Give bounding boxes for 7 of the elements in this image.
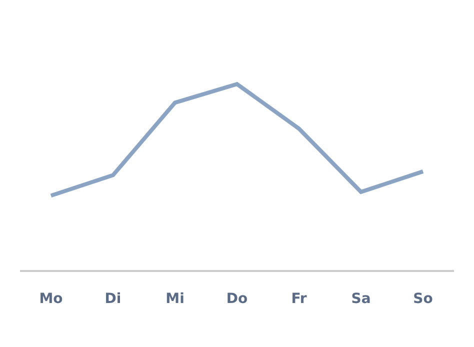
x-tick-label: Sa: [351, 290, 371, 307]
x-tick-label: Mo: [39, 290, 64, 307]
x-tick-label: Mi: [166, 290, 184, 307]
x-tick-label: So: [413, 290, 434, 307]
x-tick-label: Do: [226, 290, 248, 307]
x-tick-label: Di: [104, 290, 122, 307]
x-tick-label: Fr: [291, 290, 307, 307]
